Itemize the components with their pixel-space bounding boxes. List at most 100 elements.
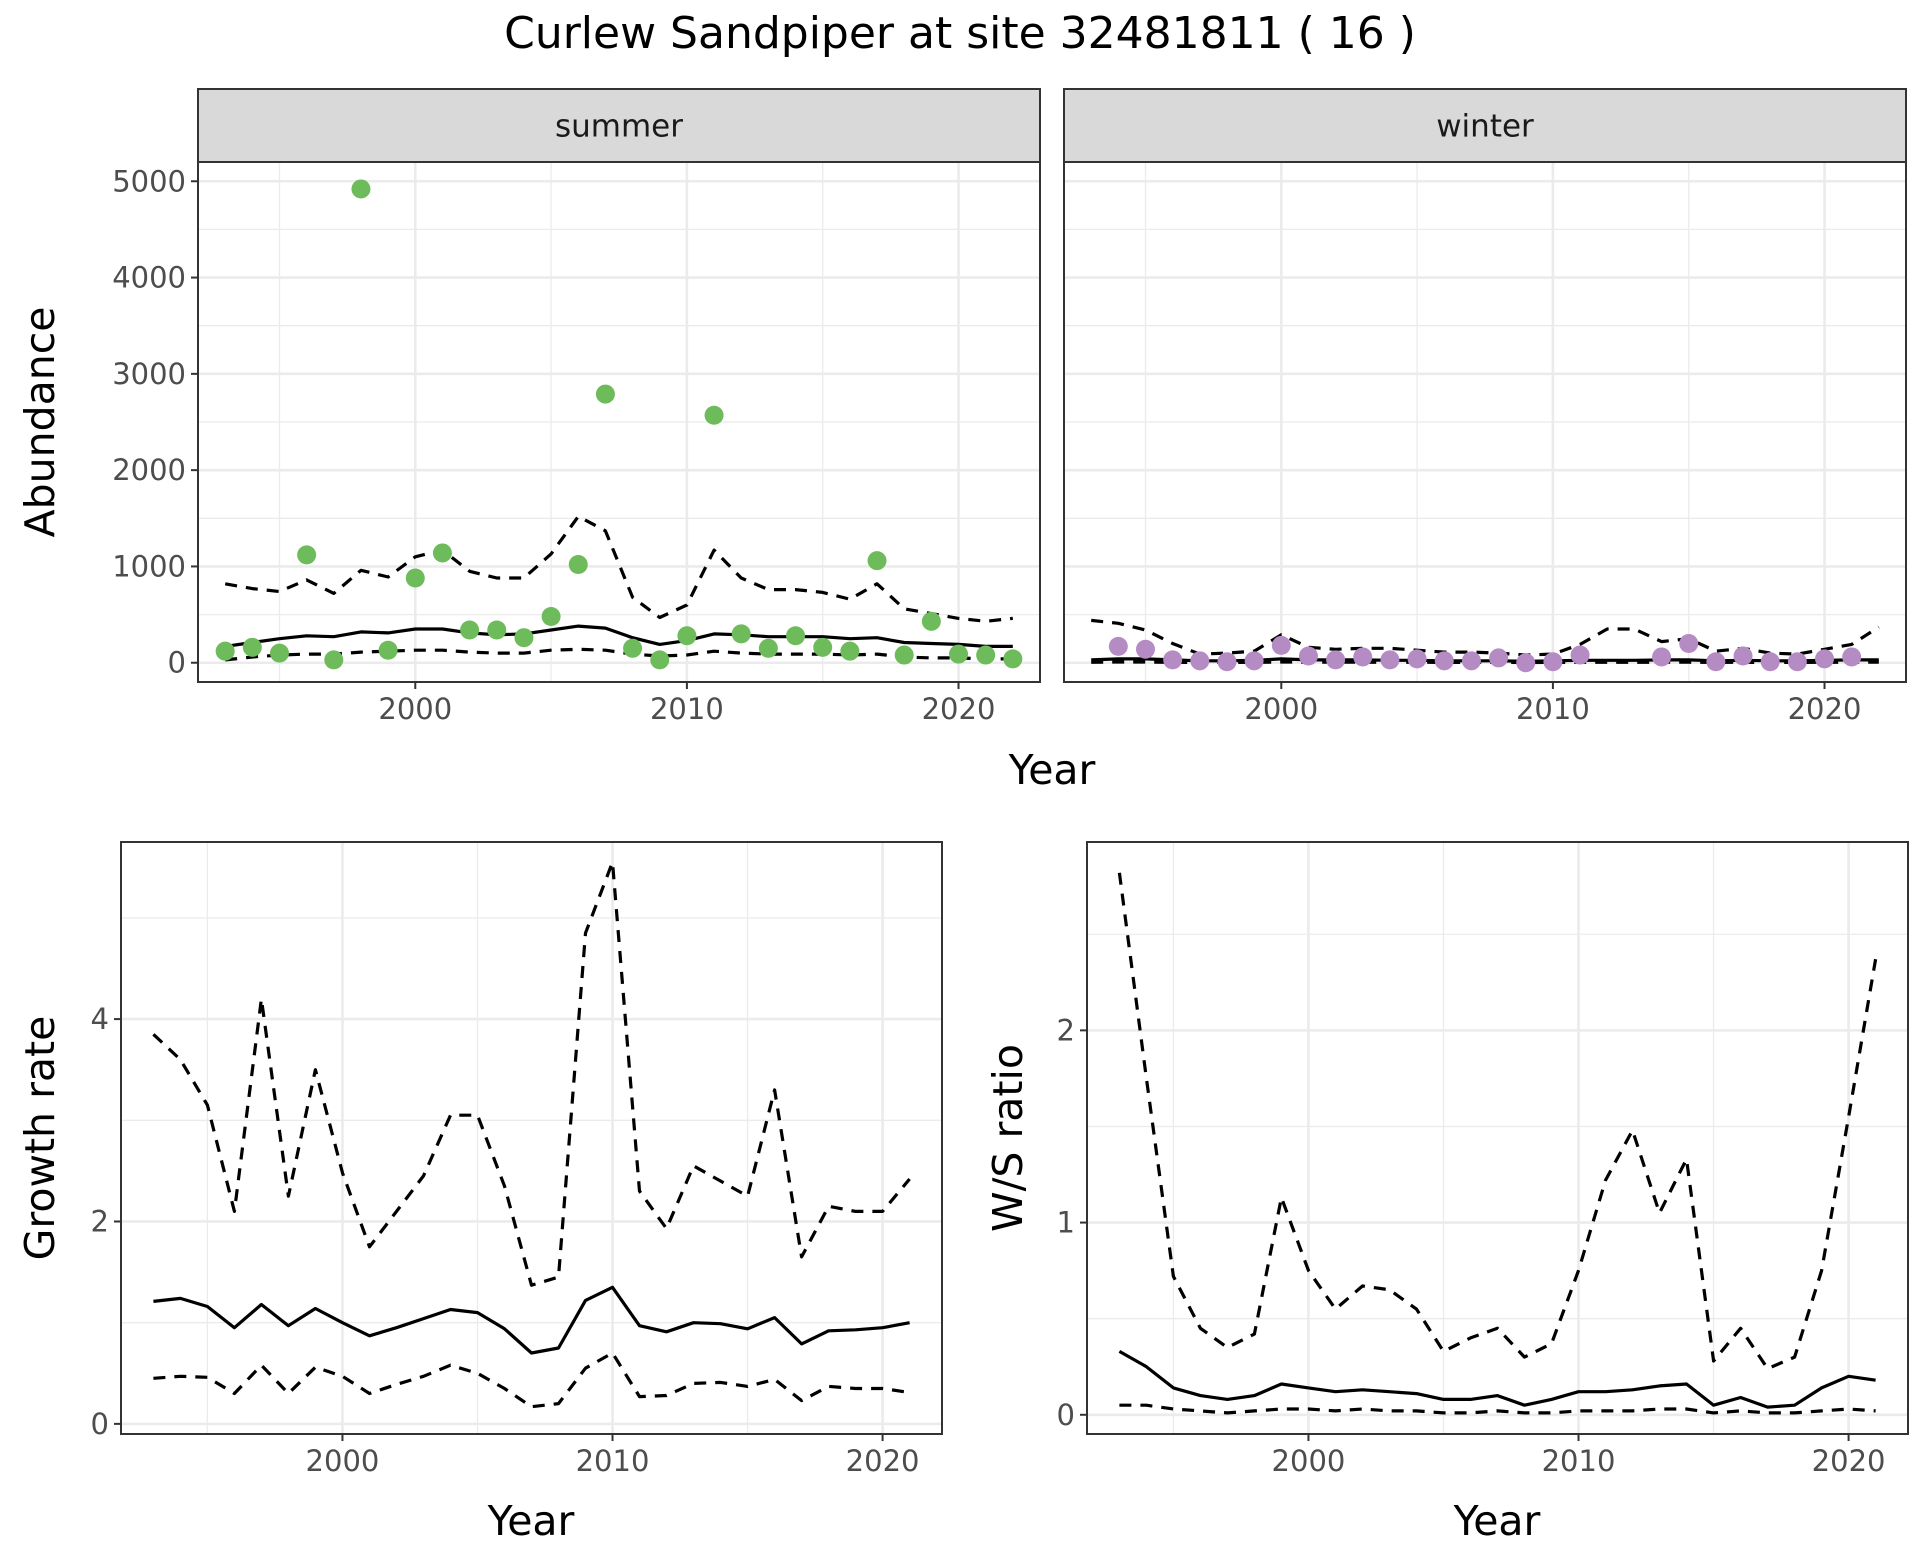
facet-summer-ytick-label: 0 <box>168 646 186 680</box>
ws_ratio-panel-ytick-label: 1 <box>1057 1206 1075 1240</box>
data-point <box>1244 651 1264 671</box>
data-point <box>1003 649 1023 669</box>
data-point <box>1787 652 1807 672</box>
data-point <box>378 640 398 660</box>
data-point <box>1489 648 1509 668</box>
data-point <box>1190 651 1210 671</box>
data-point <box>1298 646 1318 666</box>
data-point <box>1760 652 1780 672</box>
facet-winter-xtick-label: 2020 <box>1788 692 1862 726</box>
growth-panel-ytick-label: 4 <box>91 1002 109 1036</box>
data-point <box>921 611 941 631</box>
facet-winter-strip <box>1063 88 1907 163</box>
facet-winter-xtick-label: 2010 <box>1516 692 1590 726</box>
growth-panel-ytick-label: 0 <box>91 1407 109 1441</box>
data-point <box>976 645 996 665</box>
growth-panel-border <box>120 841 943 1435</box>
data-point <box>1679 633 1699 653</box>
data-point <box>758 638 778 658</box>
growth-panel-x-axis-title: Year <box>487 1497 575 1545</box>
data-point <box>1434 651 1454 671</box>
growth-panel-grid <box>121 842 942 1434</box>
figure-title: Curlew Sandpiper at site 32481811 ( 16 ) <box>504 8 1416 59</box>
data-point <box>704 405 724 425</box>
abundance-y-axis-title: Abundance <box>16 307 64 538</box>
facet-winter-xtick-label: 2000 <box>1244 692 1318 726</box>
data-point <box>894 645 914 665</box>
data-point <box>1135 639 1155 659</box>
data-point <box>351 179 371 199</box>
ws_ratio-panel-xtick-label: 2010 <box>1542 1444 1616 1478</box>
data-point <box>297 545 317 565</box>
data-point <box>1380 650 1400 670</box>
ws_ratio-panel-y-axis-title: W/S ratio <box>984 1044 1032 1232</box>
lower-ci-line <box>153 1351 910 1409</box>
facet-summer-ytick-label: 5000 <box>112 164 186 198</box>
facet-summer-xtick-label: 2000 <box>378 692 452 726</box>
ws_ratio-panel-ytick-label: 2 <box>1057 1013 1075 1047</box>
facet-winter-points <box>1108 633 1862 673</box>
data-point <box>1733 646 1753 666</box>
upper-ci-line <box>1117 872 1878 1371</box>
growth-panel-xtick-label: 2020 <box>846 1444 920 1478</box>
data-point <box>1815 649 1835 669</box>
data-point <box>650 650 670 670</box>
data-point <box>1326 650 1346 670</box>
data-point <box>1570 645 1590 665</box>
lower-ci-line <box>1119 1403 1876 1415</box>
data-point <box>269 643 289 663</box>
abundance-x-axis-title: Year <box>1008 746 1096 794</box>
data-point <box>242 637 262 657</box>
data-point <box>1543 652 1563 672</box>
facet-summer-ytick-label: 4000 <box>112 261 186 295</box>
growth-panel-xtick-label: 2010 <box>576 1444 650 1478</box>
facet-summer-strip <box>197 88 1041 163</box>
data-point <box>324 650 344 670</box>
ws_ratio-panel-grid <box>1087 842 1908 1434</box>
data-point <box>1108 636 1128 656</box>
data-point <box>677 626 697 646</box>
facet-summer-xtick-label: 2020 <box>922 692 996 726</box>
data-point <box>840 641 860 661</box>
facet-summer-ytick-label: 1000 <box>112 549 186 583</box>
data-point <box>460 620 480 640</box>
data-point <box>949 644 969 664</box>
data-point <box>1163 650 1183 670</box>
facet-winter-border <box>1063 161 1907 683</box>
ws_ratio-panel-border <box>1086 841 1909 1435</box>
growth-panel-ytick-label: 2 <box>91 1204 109 1238</box>
data-point <box>595 384 615 404</box>
mean-line <box>153 1285 910 1355</box>
growth-panel-y-axis-title: Growth rate <box>16 1016 64 1261</box>
data-point <box>1516 653 1536 673</box>
facet-summer-xtick-label: 2010 <box>650 692 724 726</box>
mean-line <box>1091 657 1879 663</box>
data-point <box>731 624 751 644</box>
facet-summer-grid <box>198 162 1040 682</box>
ws_ratio-panel-xtick-label: 2020 <box>1812 1444 1886 1478</box>
ws_ratio-panel-ytick-label: 0 <box>1057 1398 1075 1432</box>
data-point <box>1652 647 1672 667</box>
data-point <box>623 638 643 658</box>
mean-line <box>1118 1350 1876 1409</box>
facet-summer-ytick-label: 2000 <box>112 453 186 487</box>
data-point <box>813 637 833 657</box>
upper-ci-line <box>224 514 1013 623</box>
data-point <box>514 628 534 648</box>
facet-winter-strip-label: winter <box>1436 109 1534 145</box>
ws_ratio-panel-xtick-label: 2000 <box>1272 1444 1346 1478</box>
facet-winter-grid <box>1064 162 1906 682</box>
data-point <box>568 555 588 575</box>
lower-ci-line <box>225 647 1013 662</box>
data-point <box>1407 649 1427 669</box>
data-point <box>1217 652 1237 672</box>
upper-ci-line <box>152 860 911 1287</box>
data-point <box>867 551 887 571</box>
data-point <box>1842 647 1862 667</box>
data-point <box>1461 651 1481 671</box>
ws_ratio-panel-x-axis-title: Year <box>1453 1497 1541 1545</box>
facet-summer-points <box>215 179 1023 670</box>
